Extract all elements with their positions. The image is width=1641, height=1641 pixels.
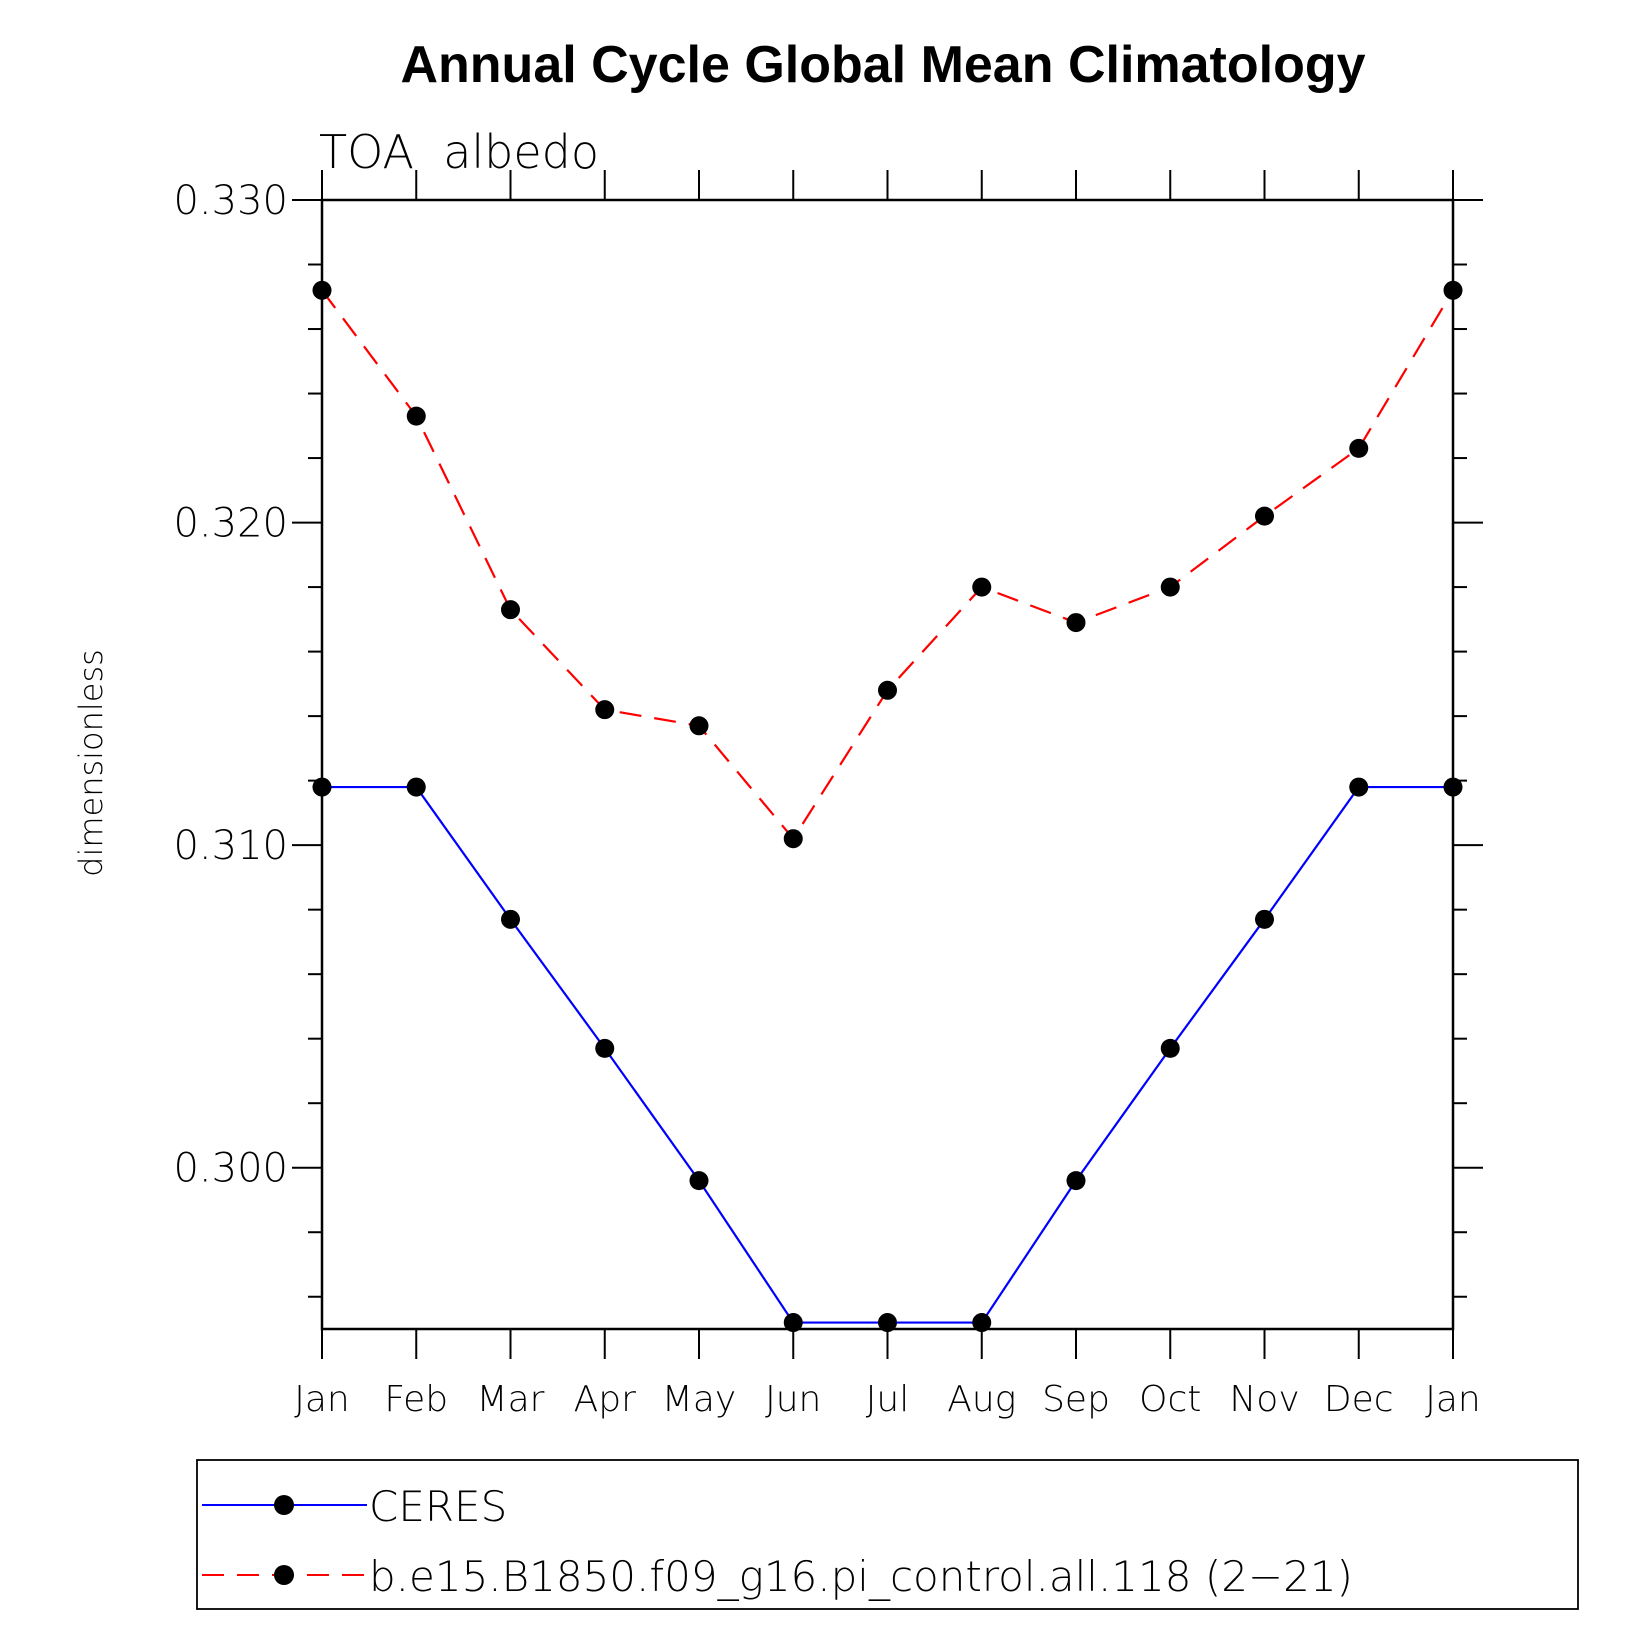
series-layer (312, 280, 1463, 1333)
x-tick-label: Jun (765, 1379, 821, 1420)
series-1-point (878, 680, 897, 700)
series-1-point (501, 600, 520, 620)
series-0-point (312, 777, 332, 797)
x-axis-ticks: Jan Feb Mar Apr May Jun Jul Aug Sep Oct Nov Dec Jan (294, 170, 1481, 1420)
x-tick-label: Sep (1042, 1379, 1110, 1420)
series-1-point (1066, 613, 1086, 633)
series-1-point (783, 829, 803, 849)
series-0-point (1160, 1038, 1180, 1058)
chart-title: Annual Cycle Global Mean Climatology (400, 36, 1365, 94)
x-tick-label: Jul (866, 1379, 909, 1420)
series-0-point (972, 1313, 992, 1333)
x-tick-label: Jan (294, 1379, 350, 1420)
x-tick-label: Mar (477, 1379, 545, 1420)
series-line-1 (321, 289, 1454, 841)
series-0-point (878, 1313, 897, 1333)
series-1-point (972, 577, 992, 597)
legend: CERES b.e15.B1850.f09_g16.pi_control.all… (196, 1459, 1579, 1610)
x-tick-label: Apr (574, 1379, 636, 1420)
y-tick-label: 0.300 (173, 1146, 288, 1192)
x-tick-label: May (662, 1379, 736, 1420)
series-0-point (783, 1313, 803, 1333)
x-tick-label: Feb (384, 1379, 448, 1420)
y-axis-ticks: 0.300 0.310 0.320 0.330 (173, 178, 1483, 1298)
x-tick-label: Nov (1229, 1379, 1299, 1420)
legend-box (196, 1459, 1579, 1610)
legend-marker-ceres (274, 1495, 294, 1515)
chart-subtitle: TOA albedo (319, 125, 599, 179)
series-line-0 (322, 785, 1453, 1324)
series-0-point (1066, 1171, 1086, 1191)
series-1-point (1349, 438, 1369, 458)
plot-frame (320, 198, 1455, 1331)
y-tick-label: 0.330 (173, 178, 288, 224)
legend-label-model: b.e15.B1850.f09_g16.pi_control.all.118 (… (369, 1552, 1353, 1601)
legend-label-ceres: CERES (369, 1482, 507, 1531)
series-1-point (312, 280, 332, 300)
series-0-point (595, 1038, 615, 1058)
y-axis-label: dimensionless (72, 649, 110, 877)
x-tick-label: Jan (1425, 1379, 1481, 1420)
series-0-point (1255, 909, 1274, 929)
y-tick-label: 0.310 (173, 823, 288, 869)
series-0-point (501, 909, 520, 929)
series-1-point (1160, 577, 1180, 597)
x-tick-label: Aug (947, 1379, 1016, 1420)
series-1-point (689, 716, 709, 736)
series-0-point (1443, 777, 1463, 797)
series-0-point (1349, 777, 1369, 797)
series-1-point (406, 406, 426, 426)
series-0-point (406, 777, 426, 797)
x-tick-label: Oct (1139, 1379, 1201, 1420)
y-tick-label: 0.320 (173, 501, 288, 547)
x-tick-label: Dec (1324, 1379, 1394, 1420)
legend-marker-model (274, 1565, 294, 1585)
series-0-point (689, 1171, 709, 1191)
series-1-point (595, 700, 615, 720)
series-1-point (1443, 280, 1463, 300)
series-1-point (1255, 506, 1274, 526)
